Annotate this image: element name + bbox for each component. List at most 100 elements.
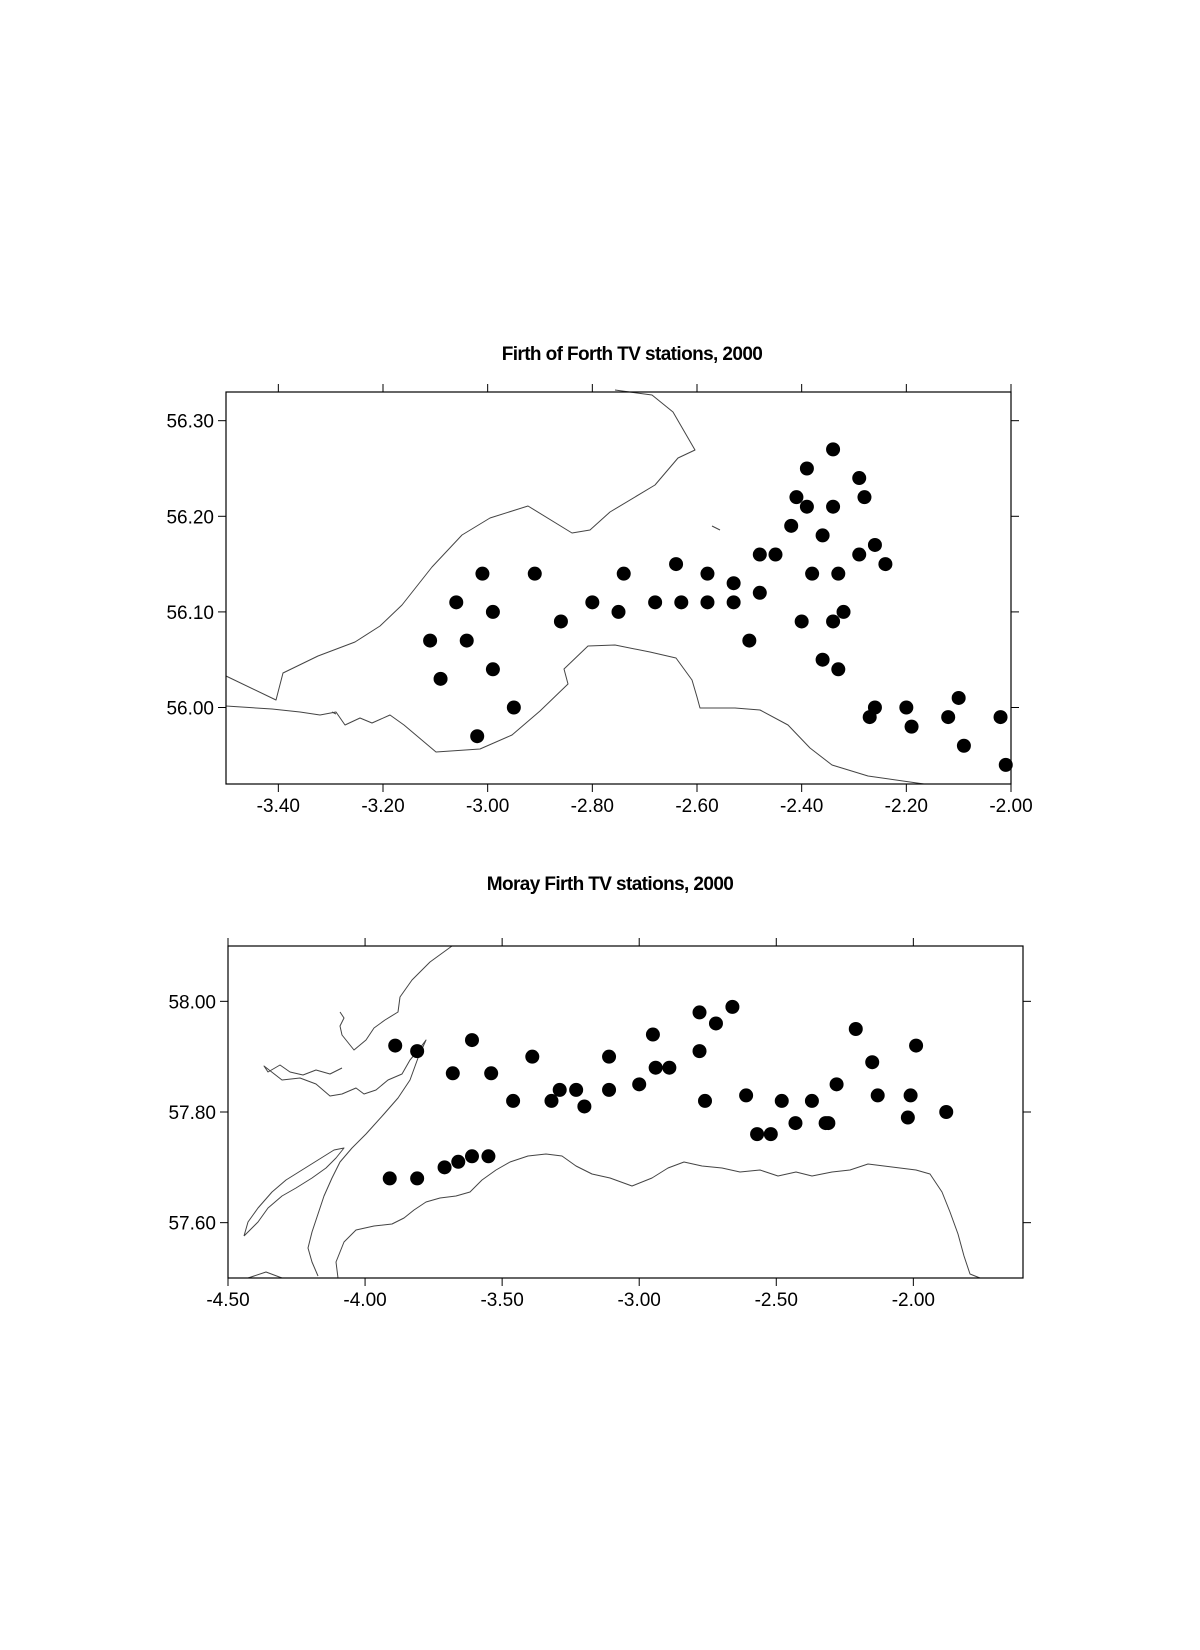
moray-station-point (602, 1082, 617, 1097)
moray-station-point (481, 1149, 496, 1164)
moray-station-point (725, 999, 740, 1014)
forth-station-point (826, 442, 841, 457)
moray-stations (382, 999, 954, 1186)
moray-station-point (382, 1171, 397, 1186)
forth-station-point (674, 595, 689, 610)
moray-station-point (464, 1033, 479, 1048)
forth-station-point (951, 690, 966, 705)
moray-x-axis: -4.50 -4.00 -3.50 -3.00 -2.50 -2.00 (206, 938, 935, 1311)
forth-station-point (815, 652, 830, 667)
moray-y-tick-label: 57.60 (168, 1214, 216, 1235)
moray-station-point (750, 1127, 765, 1142)
forth-station-point (993, 710, 1008, 725)
moray-station-point (525, 1049, 540, 1064)
forth-x-tick-label: -2.00 (989, 796, 1032, 817)
moray-station-point (692, 1044, 707, 1059)
forth-station-point (784, 518, 799, 533)
forth-station-point (485, 604, 500, 619)
forth-station-point (941, 710, 956, 725)
forth-y-tick-label: 56.20 (166, 507, 214, 528)
moray-x-tick-label: -3.50 (480, 1290, 523, 1311)
moray-y-tick-label: 57.80 (168, 1103, 216, 1124)
moray-station-point (909, 1038, 924, 1053)
moray-station-point (903, 1088, 918, 1103)
forth-station-point (831, 566, 846, 581)
moray-station-point (552, 1082, 567, 1097)
moray-station-point (848, 1022, 863, 1036)
moray-station-point (437, 1160, 452, 1175)
forth-station-point (836, 604, 851, 619)
forth-y-tick-label: 56.10 (166, 603, 214, 624)
forth-station-point (904, 719, 919, 734)
moray-north-coast (339, 945, 453, 1051)
forth-x-axis: -3.40 -3.20 -3.00 -2.80 -2.60 -2.40 -2.20 -2.00 (257, 384, 1033, 817)
forth-station-point (768, 547, 783, 562)
forth-north-coast (225, 389, 696, 701)
moray-station-point (451, 1154, 466, 1169)
moray-station-point (410, 1171, 425, 1186)
moray-station-point (900, 1110, 915, 1125)
forth-plot-frame (225, 391, 1012, 785)
forth-station-point (878, 557, 893, 572)
moray-station-point (410, 1044, 425, 1059)
forth-station-point (799, 461, 814, 476)
moray-station-point (708, 1016, 723, 1031)
forth-south-coast (225, 644, 925, 785)
forth-station-point (616, 566, 631, 581)
moray-station-point (698, 1093, 712, 1108)
forth-x-tick-label: -2.60 (675, 796, 718, 817)
forth-station-point (506, 700, 521, 715)
moray-station-point (577, 1099, 592, 1114)
moray-station-point (569, 1082, 584, 1097)
forth-station-point (553, 614, 568, 629)
forth-station-point (752, 547, 767, 562)
forth-north-coast-fragment (711, 525, 721, 531)
moray-station-point (821, 1116, 836, 1131)
forth-x-tick-label: -3.40 (257, 796, 300, 817)
moray-y-tick-label: 58.00 (168, 992, 216, 1013)
forth-station-point (700, 566, 715, 581)
moray-station-point (692, 1005, 707, 1020)
forth-station-point (852, 547, 867, 562)
forth-station-point (899, 700, 914, 715)
moray-station-point (645, 1027, 660, 1042)
moray-station-point (464, 1149, 479, 1164)
moray-x-tick-label: -2.50 (755, 1290, 798, 1311)
moray-station-point (484, 1066, 499, 1081)
forth-station-point (826, 614, 841, 629)
forth-y-tick-label: 56.30 (166, 412, 214, 433)
moray-station-point (939, 1105, 954, 1119)
forth-station-point (826, 499, 841, 514)
moray-beauly-firth (243, 1147, 345, 1237)
forth-station-point (867, 537, 882, 552)
forth-coastline (225, 389, 925, 785)
moray-x-tick-label: -4.50 (206, 1290, 249, 1311)
forth-station-point (669, 557, 684, 572)
forth-station-point (449, 595, 464, 610)
forth-station-point (799, 499, 814, 514)
forth-station-point (611, 604, 626, 619)
moray-station-point (829, 1077, 844, 1092)
moray-station-point (388, 1038, 403, 1053)
moray-station-point (774, 1093, 789, 1108)
moray-station-point (648, 1060, 663, 1075)
moray-station-point (602, 1049, 617, 1064)
forth-station-point (998, 757, 1013, 772)
forth-station-point (423, 633, 438, 648)
moray-station-point (865, 1055, 880, 1070)
forth-station-point (527, 566, 542, 581)
moray-map-title: Moray Firth TV stations, 2000 (487, 874, 734, 895)
forth-station-point (459, 633, 474, 648)
forth-x-tick-label: -2.20 (885, 796, 928, 817)
forth-station-point (485, 662, 500, 677)
forth-station-point (794, 614, 809, 629)
forth-station-point (852, 471, 867, 486)
forth-map-title: Firth of Forth TV stations, 2000 (502, 344, 763, 365)
forth-station-point (470, 729, 485, 744)
moray-x-tick-label: -4.00 (343, 1290, 386, 1311)
moray-bottom-left-coast (247, 1271, 283, 1279)
forth-station-point (831, 662, 846, 677)
forth-x-tick-label: -3.20 (361, 796, 404, 817)
forth-station-point (726, 576, 741, 591)
forth-station-point (789, 490, 804, 505)
